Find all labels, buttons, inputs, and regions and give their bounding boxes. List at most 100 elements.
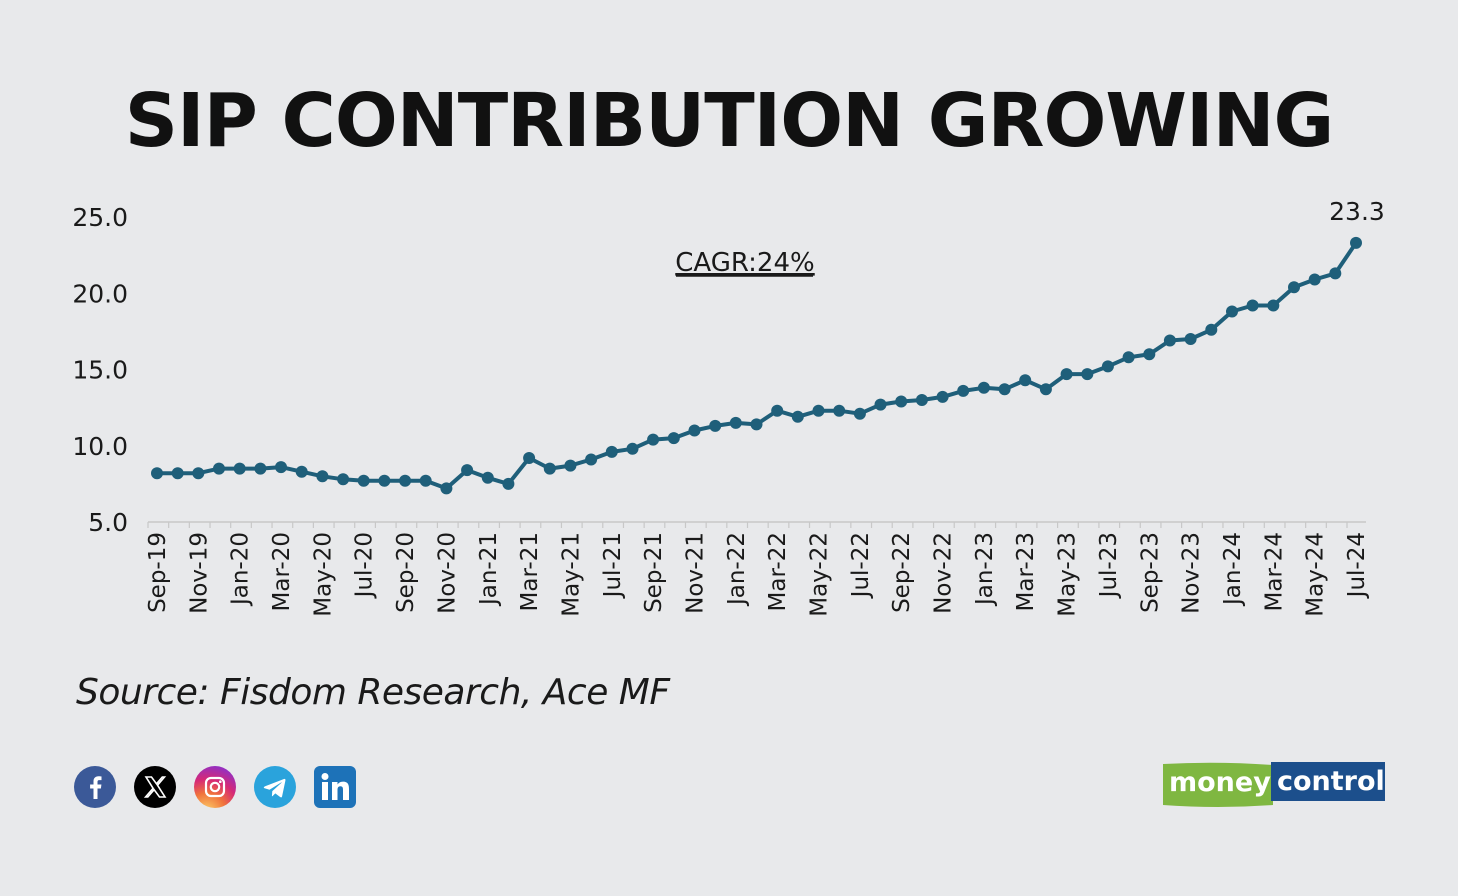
data-point (771, 404, 784, 417)
data-point (915, 394, 928, 406)
data-point (523, 452, 536, 464)
data-point (853, 407, 866, 420)
data-point (833, 404, 846, 417)
data-point (750, 418, 763, 431)
data-point (936, 390, 949, 403)
x-axis: Sep-19 Nov-19 Jan-20 Mar-20 May-20 Jul-20 Sep-… (145, 522, 1370, 617)
social-icons (74, 766, 356, 808)
data-point (564, 459, 577, 472)
x-tick-label: May-22 (807, 532, 833, 617)
data-point (895, 395, 908, 408)
data-point (1163, 334, 1176, 347)
y-tick-label: 10.0 (72, 432, 128, 461)
x-tick-label: Sep-23 (1137, 532, 1163, 613)
x-tick-label: Jan-23 (972, 532, 998, 607)
data-point (1205, 323, 1218, 336)
x-tick-label: May-23 (1055, 532, 1081, 617)
data-point (585, 453, 598, 466)
data-point (1019, 374, 1032, 387)
cagr-annotation: CAGR:24% (675, 248, 814, 278)
data-point (357, 474, 370, 487)
data-point (1039, 383, 1052, 396)
logo-part-control: control (1277, 766, 1385, 797)
x-tick-label: Mar-22 (765, 532, 791, 612)
data-point (998, 383, 1011, 396)
y-tick-label: 25.0 (72, 203, 128, 232)
series-line (157, 241, 1358, 491)
instagram-icon[interactable] (194, 766, 236, 808)
x-tick-label: Jul-23 (1096, 532, 1122, 599)
y-axis: 5.0 10.0 15.0 20.0 25.0 (72, 203, 128, 537)
x-tick-label: Jan-24 (1220, 532, 1246, 607)
data-point (171, 467, 184, 480)
data-point (378, 474, 391, 487)
data-point (275, 461, 287, 474)
x-tick-label: Nov-23 (1179, 532, 1205, 614)
data-point (543, 462, 556, 475)
data-point (1308, 273, 1321, 286)
x-tick-label: Sep-22 (889, 532, 915, 613)
data-point (151, 467, 163, 480)
x-tick-label: Nov-22 (931, 532, 957, 614)
last-value-label: 23.3 (1329, 197, 1385, 226)
logo-part-money: money (1169, 767, 1271, 798)
x-tick-label: Sep-20 (393, 532, 419, 613)
source-note: Source: Fisdom Research, Ace MF (76, 672, 670, 713)
x-tick-label: Mar-20 (269, 532, 295, 612)
data-point (812, 404, 825, 417)
data-point (254, 462, 267, 475)
data-point (399, 474, 412, 487)
data-point (605, 445, 618, 458)
data-point (295, 465, 308, 478)
x-tick-label: Nov-20 (434, 532, 460, 614)
data-point (729, 416, 742, 429)
x-tick-label: May-20 (310, 532, 336, 617)
x-tick-label: Sep-21 (641, 532, 667, 613)
data-point (419, 474, 432, 487)
data-point (1101, 360, 1114, 373)
x-tick-label: Jan-20 (228, 532, 254, 607)
data-point (1350, 236, 1362, 249)
data-point (461, 464, 474, 477)
x-tick-label: May-21 (558, 532, 584, 617)
line-chart: 5.0 10.0 15.0 20.0 25.0 Sep-19 Nov-19 Jan-20 Ma… (72, 197, 1385, 617)
x-tick-label: Sep-19 (145, 532, 171, 613)
y-tick-label: 15.0 (72, 356, 128, 385)
data-point (1143, 348, 1156, 361)
data-point (667, 432, 680, 445)
data-point (709, 419, 722, 432)
data-point (1246, 299, 1259, 312)
x-tick-label: Jul-20 (352, 532, 378, 599)
x-tick-label: Mar-21 (517, 532, 543, 612)
data-point (688, 424, 701, 437)
x-tick-label: Jul-21 (600, 532, 626, 599)
data-point (647, 433, 660, 446)
data-point (481, 471, 494, 484)
x-tick-label: Jul-22 (848, 532, 874, 599)
telegram-icon[interactable] (254, 766, 296, 808)
data-point (1329, 267, 1342, 280)
moneycontrol-logo: money control (1163, 762, 1385, 807)
data-point (192, 467, 205, 480)
data-point (791, 410, 804, 423)
data-points (151, 236, 1362, 495)
data-point (874, 398, 887, 411)
data-point (1122, 351, 1135, 364)
data-point (957, 384, 970, 397)
x-tick-label: Nov-21 (682, 532, 708, 614)
x-tick-label: Jul-24 (1344, 532, 1370, 599)
data-point (440, 482, 453, 495)
y-tick-label: 5.0 (88, 508, 128, 537)
data-point (1226, 305, 1238, 318)
x-icon[interactable] (134, 766, 176, 808)
facebook-icon[interactable] (74, 766, 116, 808)
x-tick-label: Mar-23 (1013, 532, 1039, 612)
data-point (337, 473, 350, 486)
x-tick-label: May-24 (1303, 532, 1329, 617)
data-point (1081, 368, 1094, 381)
x-tick-label: Nov-19 (186, 532, 212, 614)
data-point (1288, 281, 1300, 294)
data-point (316, 470, 329, 483)
linkedin-icon[interactable] (314, 766, 356, 808)
data-point (1267, 299, 1280, 312)
